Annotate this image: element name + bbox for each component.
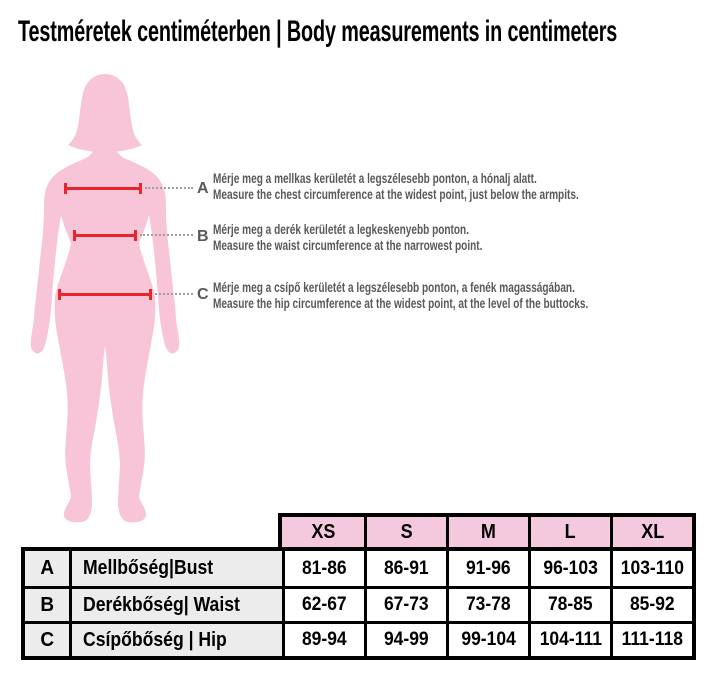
hip-instructions: Mérje meg a csípő kerületét a legszélese… <box>213 279 719 311</box>
row-label-waist: Derékbőség| Waist <box>69 586 282 621</box>
row-label-hip: Csípőbőség | Hip <box>69 621 282 656</box>
waist-instruction-hu: Mérje meg a derék kerületét a legkeskeny… <box>213 221 470 237</box>
hip-measure-label: C <box>197 286 209 303</box>
page-title: Testméretek centiméterben | Body measure… <box>18 15 618 48</box>
size-header-l: L <box>528 517 610 547</box>
bust-value-m: 91-96 <box>446 551 528 586</box>
bust-instruction-hu: Mérje meg a mellkas kerületét a legszéle… <box>213 170 537 186</box>
bust-measure-line <box>64 183 142 194</box>
waist-value-l: 78-85 <box>528 586 610 621</box>
hip-measure-line <box>58 289 152 300</box>
waist-measure-label: B <box>197 228 209 245</box>
hip-value-s: 94-99 <box>364 621 446 656</box>
waist-instructions: Mérje meg a derék kerületét a legkeskeny… <box>213 221 587 253</box>
waist-instruction-en: Measure the waist circumference at the n… <box>213 237 483 253</box>
row-letter-waist: B <box>25 586 69 621</box>
hip-instruction-en: Measure the hip circumference at the wid… <box>213 295 589 311</box>
silhouette-body <box>30 134 180 523</box>
hip-value-m: 99-104 <box>446 621 528 656</box>
bust-value-xs: 81-86 <box>282 551 364 586</box>
bust-value-xl: 103-110 <box>610 551 692 586</box>
hip-instruction-hu: Mérje meg a csípő kerületét a legszélese… <box>213 279 575 295</box>
hip-dotted-connector <box>155 293 193 295</box>
bust-instructions: Mérje meg a mellkas kerületét a legszéle… <box>213 170 719 202</box>
waist-dotted-connector <box>140 234 193 236</box>
bust-value-l: 96-103 <box>528 551 610 586</box>
bust-measure-label: A <box>197 180 209 197</box>
bust-instruction-en: Measure the chest circumference at the w… <box>213 186 579 202</box>
size-header-xl: XL <box>610 517 692 547</box>
hip-value-xl: 111-118 <box>610 621 692 656</box>
size-header-s: S <box>364 517 446 547</box>
row-letter-bust: A <box>25 551 69 586</box>
waist-value-xs: 62-67 <box>282 586 364 621</box>
hip-value-xs: 89-94 <box>282 621 364 656</box>
size-header-xs: XS <box>310 520 336 543</box>
bust-dotted-connector <box>145 187 193 189</box>
size-header-m: M <box>446 517 528 547</box>
size-table-header: XS S M L XL <box>278 513 696 551</box>
size-table-body: A Mellbőség|Bust 81-86 86-91 91-96 96-10… <box>21 547 696 660</box>
waist-value-m: 73-78 <box>446 586 528 621</box>
waist-value-xl: 85-92 <box>610 586 692 621</box>
bust-value-s: 86-91 <box>364 551 446 586</box>
row-letter-hip: C <box>25 621 69 656</box>
waist-measure-line <box>73 230 137 241</box>
hip-value-l: 104-111 <box>528 621 610 656</box>
silhouette-head <box>68 74 142 152</box>
row-label-bust: Mellbőség|Bust <box>69 551 282 586</box>
waist-value-s: 67-73 <box>364 586 446 621</box>
